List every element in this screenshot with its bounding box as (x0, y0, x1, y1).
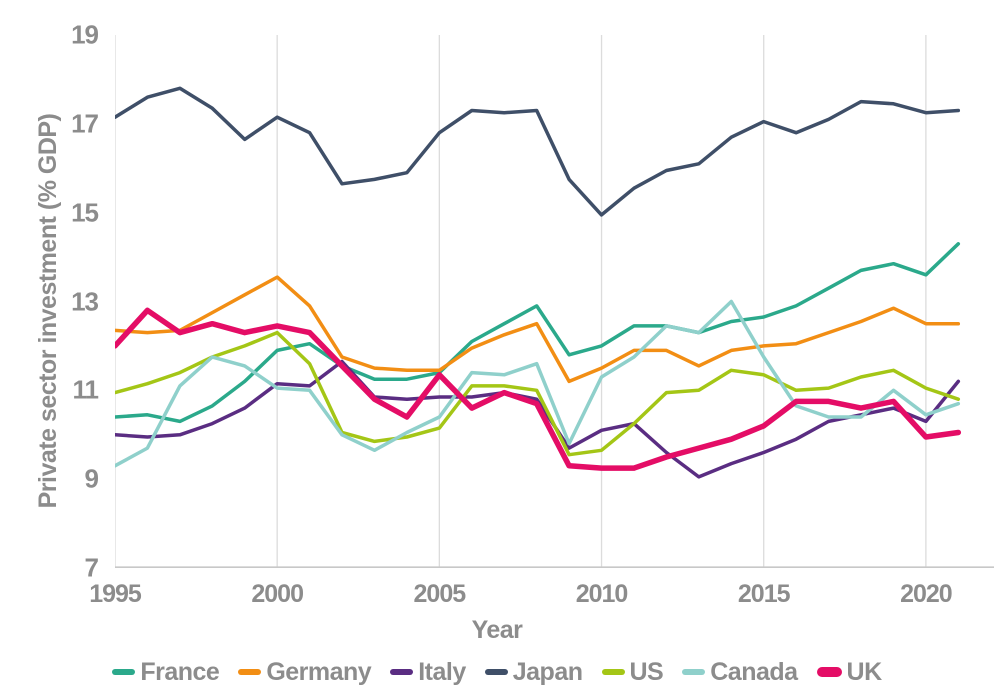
legend-swatch-canada (682, 669, 706, 675)
x-tick-label-2010: 2010 (575, 580, 629, 608)
legend-swatch-japan (484, 669, 508, 675)
legend-swatch-france (112, 669, 136, 675)
x-axis-title: Year (471, 616, 523, 644)
chart-legend: France Germany Italy Japan US Canada UK (0, 652, 994, 692)
y-tick-label-15: 15 (71, 197, 99, 228)
y-tick-label-9: 9 (84, 463, 99, 494)
legend-swatch-uk (816, 667, 842, 677)
legend-label-italy: Italy (418, 657, 466, 686)
y-tick-label-13: 13 (71, 286, 99, 316)
x-tick-label-2020: 2020 (900, 580, 953, 608)
series-line-italy (115, 359, 961, 479)
series-line-france (115, 242, 961, 424)
legend-label-germany: Germany (266, 657, 372, 686)
legend-label-us: US (629, 657, 664, 686)
legend-item-italy: Italy (390, 658, 466, 687)
legend-label-canada: Canada (710, 657, 798, 686)
legend-swatch-germany (238, 669, 262, 675)
x-tick-label-2000: 2000 (251, 580, 304, 608)
legend-label-uk: UK (846, 657, 883, 686)
series-line-germany (115, 275, 961, 384)
line-chart-svg (115, 35, 994, 568)
series-line-uk (115, 307, 962, 471)
y-tick-label-11: 11 (72, 374, 100, 405)
legend-swatch-italy (390, 669, 414, 675)
legend-item-germany: Germany (238, 657, 372, 687)
series-line-us (115, 330, 961, 457)
legend-item-japan: Japan (484, 657, 583, 687)
legend-item-canada: Canada (682, 657, 798, 687)
legend-swatch-us (601, 669, 625, 675)
plot-area (115, 35, 994, 568)
x-tick-label-1995: 1995 (89, 580, 142, 608)
series-line-canada (115, 299, 961, 468)
x-tick-label-2015: 2015 (737, 580, 791, 608)
legend-item-us: US (601, 657, 664, 687)
series-line-japan (115, 86, 961, 217)
y-tick-label-7: 7 (84, 552, 99, 583)
legend-label-france: France (140, 657, 220, 686)
x-tick-label-2005: 2005 (413, 580, 467, 608)
legend-label-japan: Japan (512, 657, 583, 686)
legend-item-france: France (112, 657, 220, 687)
y-tick-label-17: 17 (71, 108, 99, 139)
legend-item-uk: UK (816, 657, 883, 687)
y-tick-label-19: 19 (71, 19, 99, 50)
